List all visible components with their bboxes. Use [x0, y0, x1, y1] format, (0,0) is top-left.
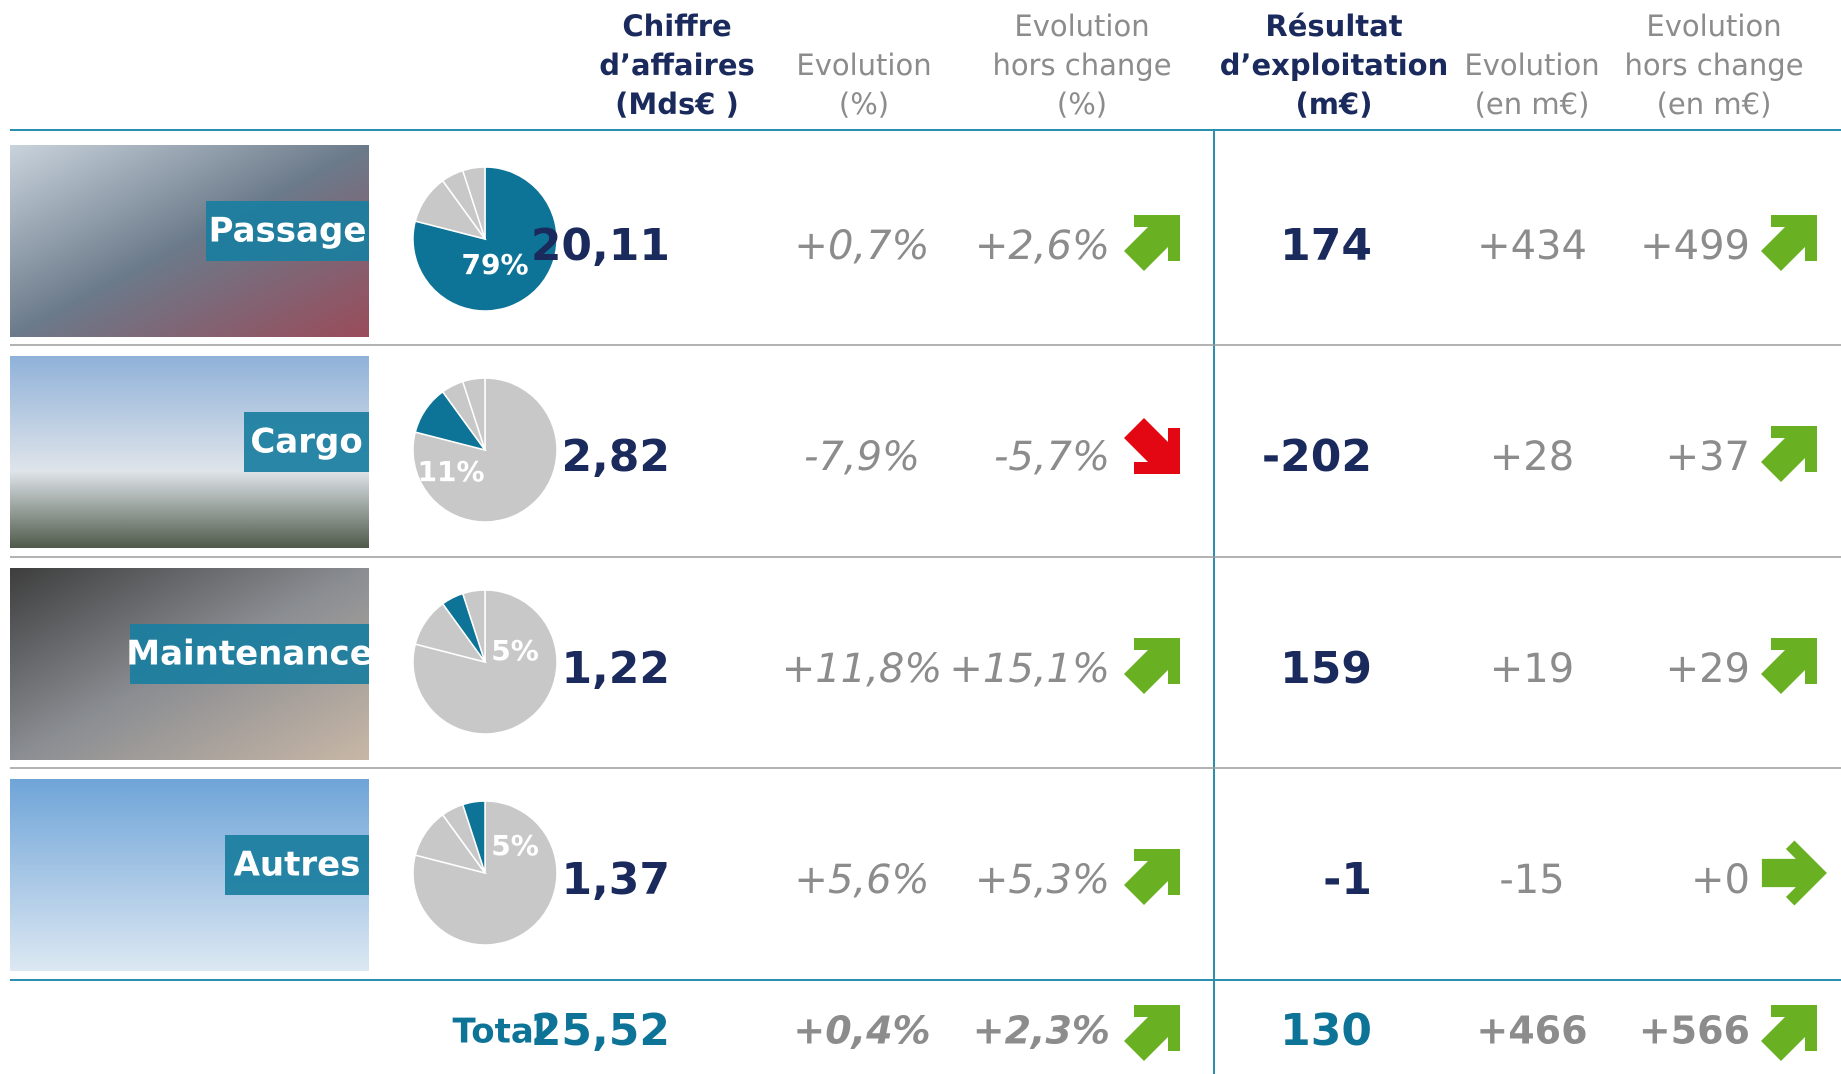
column-header: (%)	[1057, 87, 1107, 121]
pie	[412, 166, 558, 312]
share-label: 79%	[461, 248, 528, 281]
column-header: (en m€)	[1657, 87, 1772, 121]
column-header: hors change	[1624, 48, 1803, 82]
pie	[412, 800, 558, 946]
segment-label: Passage	[209, 211, 367, 251]
pie-slice	[461, 166, 486, 240]
segment-label: Autres	[234, 845, 361, 885]
share-label: 5%	[491, 829, 539, 862]
total-evol: +0,4%	[793, 1009, 930, 1053]
cell-result: 174	[1280, 220, 1372, 271]
column-header: (Mds€ )	[615, 87, 739, 121]
segment-label: Maintenance	[126, 634, 373, 674]
total-evol-m: +466	[1476, 1009, 1587, 1053]
pie	[412, 589, 558, 735]
column-header: Evolution	[1464, 48, 1599, 82]
total-evol-m-hc: +566	[1639, 1009, 1750, 1053]
column-header: Evolution	[1014, 9, 1149, 43]
column-header: (m€)	[1296, 87, 1373, 121]
cell-evol: +0,7%	[794, 223, 929, 269]
total-evol-hc: +2,3%	[973, 1009, 1110, 1053]
cell-evol: +5,6%	[794, 857, 929, 903]
column-header: Chiffre	[622, 9, 731, 43]
cell-evol-hc: +2,6%	[975, 223, 1110, 269]
column-header: Résultat	[1265, 9, 1402, 43]
total-label: Total	[453, 1012, 546, 1052]
trend-arrow	[1761, 638, 1817, 694]
cell-evol-m: +28	[1490, 434, 1574, 480]
segment-label: Cargo	[250, 422, 362, 462]
cell-evol-m-hc: +499	[1640, 223, 1750, 269]
share-label: 11%	[417, 455, 484, 488]
cell-evol-hc: -5,7%	[994, 434, 1110, 480]
trend-arrow	[1761, 1005, 1817, 1061]
cell-evol-m-hc: +0	[1691, 857, 1750, 903]
cell-ca: 2,82	[561, 431, 670, 482]
cell-evol-m: +19	[1490, 646, 1574, 692]
cell-result: 159	[1280, 643, 1372, 694]
trend-arrow	[1124, 418, 1180, 474]
pie-slice	[461, 589, 486, 663]
column-header: d’exploitation	[1220, 48, 1449, 82]
trend-arrow	[1761, 426, 1817, 482]
pie	[412, 377, 558, 523]
segment-label-box	[130, 624, 369, 684]
cell-evol-m: -15	[1499, 857, 1564, 903]
trend-arrow	[1761, 215, 1817, 271]
cell-evol-m-hc: +37	[1666, 434, 1750, 480]
cell-ca: 1,37	[561, 854, 670, 905]
trend-arrow	[1124, 215, 1180, 271]
cell-ca: 20,11	[531, 220, 670, 271]
trend-arrow	[1124, 638, 1180, 694]
column-header: hors change	[992, 48, 1171, 82]
cell-result: -202	[1262, 431, 1372, 482]
segment-label-box	[206, 201, 369, 261]
column-header: Evolution	[1646, 9, 1781, 43]
trend-arrow	[1761, 840, 1827, 906]
cell-evol: +11,8%	[782, 646, 943, 692]
cell-evol: -7,9%	[804, 434, 920, 480]
column-header: Evolution	[796, 48, 931, 82]
cell-ca: 1,22	[561, 643, 670, 694]
column-header: (en m€)	[1475, 87, 1590, 121]
total-result: 130	[1280, 1005, 1372, 1056]
total-ca: 25,52	[531, 1005, 670, 1056]
trend-arrow	[1124, 1005, 1180, 1061]
pie-slice	[461, 800, 486, 874]
cell-result: -1	[1323, 854, 1372, 905]
pie-slice	[461, 377, 486, 451]
cell-evol-m: +434	[1477, 223, 1587, 269]
cell-evol-hc: +15,1%	[949, 646, 1110, 692]
trend-arrow	[1124, 849, 1180, 905]
column-header: (%)	[839, 87, 889, 121]
cell-evol-hc: +5,3%	[975, 857, 1110, 903]
cell-evol-m-hc: +29	[1666, 646, 1750, 692]
segment-label-box	[225, 835, 369, 895]
column-header: d’affaires	[599, 48, 755, 82]
segment-label-box	[244, 412, 369, 472]
share-label: 5%	[491, 634, 539, 667]
